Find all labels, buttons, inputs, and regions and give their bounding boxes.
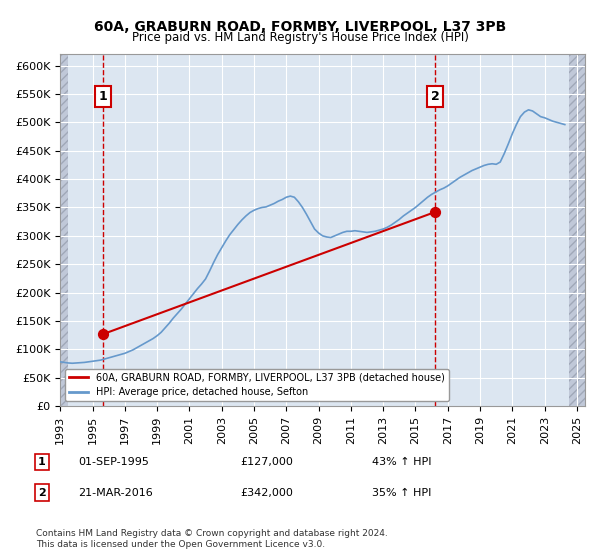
Text: 1: 1 [99,90,108,103]
Text: 43% ↑ HPI: 43% ↑ HPI [372,457,431,467]
Point [430,208,440,217]
Text: Contains HM Land Registry data © Crown copyright and database right 2024.
This d: Contains HM Land Registry data © Crown c… [36,529,388,549]
Text: 2: 2 [38,488,46,498]
Text: 21-MAR-2016: 21-MAR-2016 [78,488,153,498]
Text: 01-SEP-1995: 01-SEP-1995 [78,457,149,467]
Text: Price paid vs. HM Land Registry's House Price Index (HPI): Price paid vs. HM Land Registry's House … [131,31,469,44]
Bar [60,54,68,406]
Text: 35% ↑ HPI: 35% ↑ HPI [372,488,431,498]
Text: £342,000: £342,000 [240,488,293,498]
Bar [569,54,585,406]
Point [98,329,108,338]
Text: 2: 2 [431,90,440,103]
Legend: 60A, GRABURN ROAD, FORMBY, LIVERPOOL, L37 3PB (detached house), HPI: Average pri: 60A, GRABURN ROAD, FORMBY, LIVERPOOL, L3… [65,368,449,402]
Text: 60A, GRABURN ROAD, FORMBY, LIVERPOOL, L37 3PB: 60A, GRABURN ROAD, FORMBY, LIVERPOOL, L3… [94,20,506,34]
Text: £127,000: £127,000 [240,457,293,467]
Text: 1: 1 [38,457,46,467]
